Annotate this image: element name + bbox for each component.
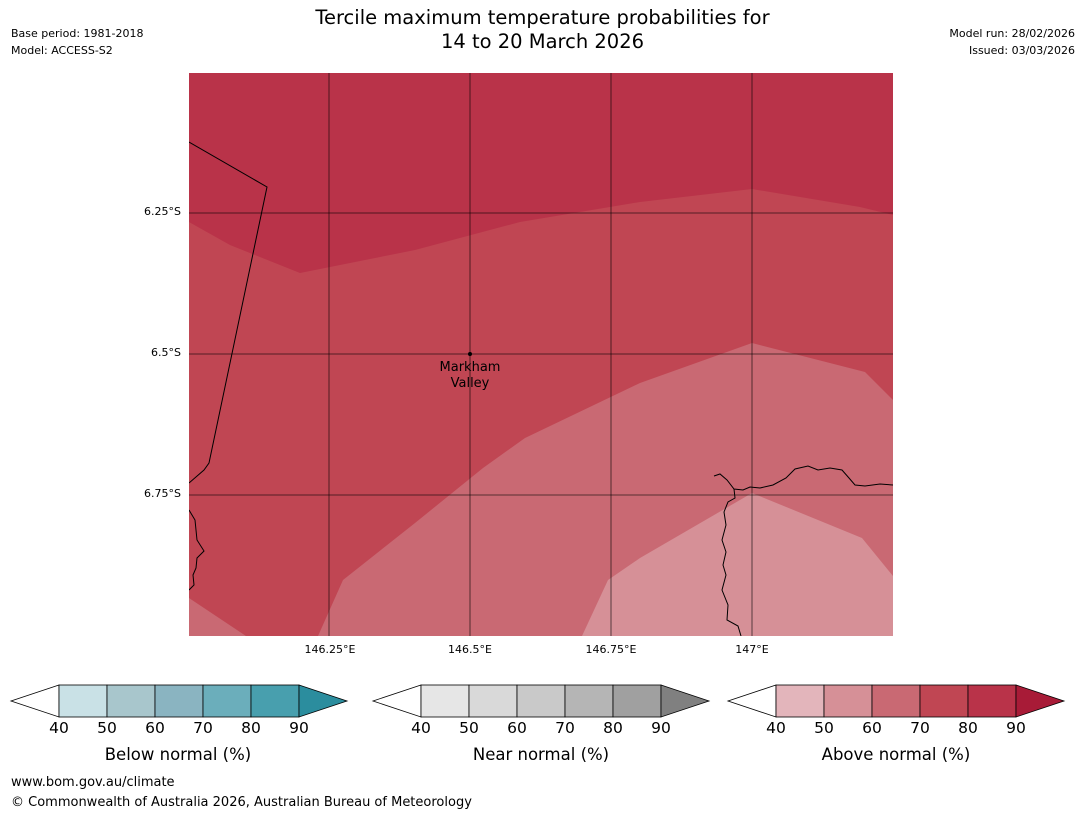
colorbar-segment	[58, 684, 108, 718]
colorbar-segment	[612, 684, 662, 718]
colorbar-tick-label: 60	[862, 719, 882, 737]
colorbar-label-above: Above normal (%)	[821, 745, 971, 764]
colorbar-segment	[468, 684, 518, 718]
colorbar-max-extension	[660, 684, 711, 718]
map-title: Tercile maximum temperature probabilitie…	[0, 6, 1085, 54]
place-label: Markham Valley	[420, 360, 520, 392]
colorbar-segment	[106, 684, 156, 718]
colorbar-segment	[871, 684, 921, 718]
probability-contours	[189, 73, 893, 636]
colorbar-min-extension	[726, 684, 777, 718]
colorbar-tick-label: 40	[411, 719, 431, 737]
lon-tick-label: 146.75°E	[585, 643, 637, 656]
colorbar-tick-label: 60	[507, 719, 527, 737]
lon-tick-label: 146.5°E	[448, 643, 492, 656]
colorbar-tick-label: 80	[958, 719, 978, 737]
place-label-line2: Valley	[450, 376, 490, 391]
colorbar-tick-label: 70	[910, 719, 930, 737]
colorbar-tick-label: 40	[49, 719, 69, 737]
base-period-text: Base period: 1981-2018	[11, 27, 144, 40]
colorbar-segment	[420, 684, 470, 718]
lat-tick-label: 6.5°S	[151, 346, 181, 359]
colorbar-segment	[202, 684, 252, 718]
colorbar-min-extension	[371, 684, 422, 718]
colorbar-min-extension	[9, 684, 60, 718]
colorbar-tick-label: 70	[193, 719, 213, 737]
coastline	[189, 141, 893, 636]
footer-url: www.bom.gov.au/climate	[11, 775, 175, 790]
colorbar-above-normal	[726, 684, 1066, 718]
colorbar-tick-label: 90	[289, 719, 309, 737]
zone-60-70-corner	[189, 598, 246, 636]
colorbar-tick-label: 90	[651, 719, 671, 737]
footer-copyright: © Commonwealth of Australia 2026, Austra…	[11, 795, 472, 810]
colorbar-near-normal	[371, 684, 711, 718]
colorbar-below-normal	[9, 684, 349, 718]
lon-tick-label: 147°E	[735, 643, 769, 656]
issued-text: Issued: 03/03/2026	[968, 44, 1075, 57]
model-text: Model: ACCESS-S2	[11, 44, 113, 57]
colorbar-tick-label: 70	[555, 719, 575, 737]
colorbar-segment	[967, 684, 1017, 718]
location-marker	[468, 352, 472, 356]
lon-tick-label: 146.25°E	[304, 643, 356, 656]
title-line-2: 14 to 20 March 2026	[440, 30, 645, 53]
zone-50-60	[582, 493, 893, 636]
model-run-text: Model run: 28/02/2026	[949, 27, 1075, 40]
base-period-info: Base period: 1981-2018 Model: ACCESS-S2	[11, 25, 143, 59]
colorbar-segment	[250, 684, 300, 718]
colorbar-label-below: Below normal (%)	[104, 745, 252, 764]
colorbar-tick-label: 90	[1006, 719, 1026, 737]
colorbar-max-extension	[298, 684, 349, 718]
model-run-info: Model run: 28/02/2026 Issued: 03/03/2026	[949, 25, 1075, 59]
colorbar-max-extension	[1015, 684, 1066, 718]
colorbar-tick-label: 50	[814, 719, 834, 737]
graticule	[189, 73, 893, 636]
colorbar-segment	[564, 684, 614, 718]
colorbar-tick-label: 60	[145, 719, 165, 737]
colorbar-segment	[775, 684, 825, 718]
colorbar-tick-label: 50	[459, 719, 479, 737]
title-line-1: Tercile maximum temperature probabilitie…	[315, 6, 770, 29]
colorbar-tick-label: 80	[241, 719, 261, 737]
colorbar-tick-label: 50	[97, 719, 117, 737]
colorbar-segment	[154, 684, 204, 718]
colorbar-tick-label: 80	[603, 719, 623, 737]
lat-tick-label: 6.75°S	[144, 487, 181, 500]
lat-tick-label: 6.25°S	[144, 205, 181, 218]
colorbar-segment	[516, 684, 566, 718]
colorbar-segment	[919, 684, 969, 718]
colorbar-label-near: Near normal (%)	[472, 745, 610, 764]
colorbar-tick-label: 40	[766, 719, 786, 737]
place-label-line1: Markham	[439, 360, 501, 375]
colorbar-segment	[823, 684, 873, 718]
